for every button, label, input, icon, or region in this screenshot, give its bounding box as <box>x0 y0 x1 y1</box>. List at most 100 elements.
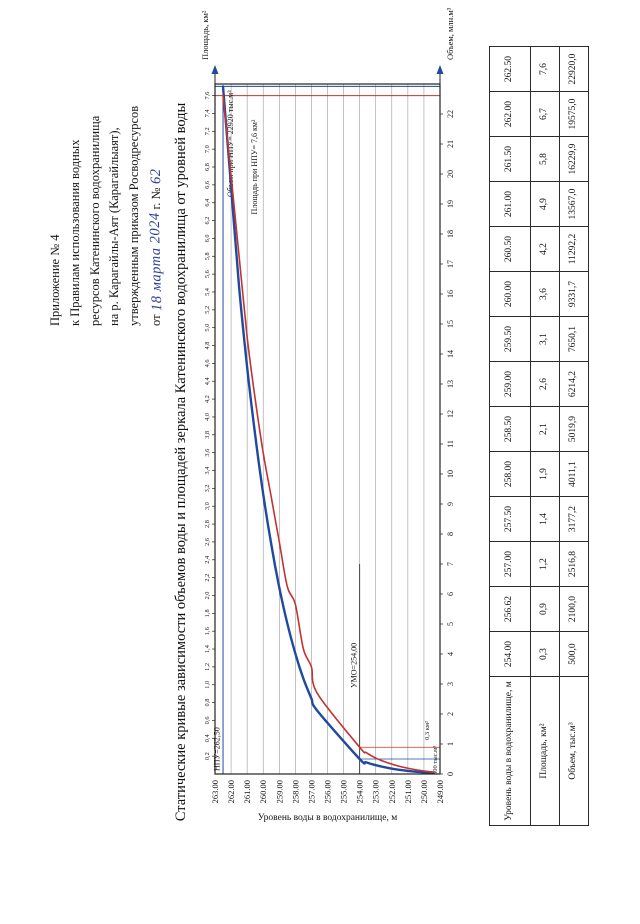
top-tick-label: 4,0 <box>204 413 211 421</box>
top-tick-label: 2,2 <box>204 574 211 582</box>
volume-axis-title: Объем, млн.м³ <box>445 7 455 60</box>
y-tick-label: 251.00 <box>403 780 413 803</box>
bottom-tick-label: 9 <box>446 502 455 506</box>
table-cell: 19575,0 <box>559 91 589 137</box>
table-cell: 2,6 <box>530 361 560 407</box>
table-cell: 262.00 <box>489 91 531 137</box>
top-tick-label: 1,0 <box>204 681 211 689</box>
area-npu-label: Площадь при НПУ= 7,6 км² <box>250 119 259 214</box>
table-row-header: Объем, тыс.м³ <box>559 676 589 826</box>
top-tick-label: 0,4 <box>204 734 211 743</box>
table-cell: 259.50 <box>489 316 531 362</box>
top-tick-label: 3,0 <box>204 502 211 510</box>
table-cell: 7,6 <box>530 46 560 92</box>
table-cell: 13567,0 <box>559 181 589 227</box>
bottom-tick-label: 14 <box>446 350 455 358</box>
bottom-tick-label: 2 <box>446 712 455 716</box>
top-tick-label: 4,4 <box>204 376 211 385</box>
top-tick-label: 6,0 <box>204 234 211 242</box>
table-cell: 4,2 <box>530 226 560 272</box>
top-tick-label: 3,2 <box>204 484 211 492</box>
volume-umo-label: 500 тыс.м³ <box>432 746 439 775</box>
top-tick-label: 0,6 <box>204 717 211 725</box>
top-tick-label: 7,4 <box>204 109 211 118</box>
bottom-tick-label: 15 <box>446 320 455 328</box>
table-cell: 3,6 <box>530 271 560 317</box>
volume-npu-label: Объем при НПУ= 22920 тыс.м³ <box>226 90 235 197</box>
top-tick-label: 1,8 <box>204 609 211 617</box>
bottom-tick-label: 5 <box>446 622 455 626</box>
volume-axis-arrow-icon <box>436 65 444 74</box>
data-table: Уровень воды в водохранилище, м 254.00 256… <box>489 46 589 826</box>
y-tick-label: 257.00 <box>306 780 316 803</box>
top-tick-label: 2,6 <box>204 538 211 546</box>
table-cell: 9331,7 <box>559 271 589 317</box>
y-tick-label: 258.00 <box>290 780 300 803</box>
table-cell: 258.50 <box>489 406 531 452</box>
top-tick-label: 1,6 <box>204 627 211 635</box>
umo-label: УМО=254,00 <box>350 643 359 688</box>
bottom-tick-label: 19 <box>446 200 455 208</box>
table-cell: 11292,2 <box>559 226 589 272</box>
top-tick-label: 5,6 <box>204 270 211 278</box>
top-tick-label: 3,6 <box>204 449 211 457</box>
top-tick-label: 4,8 <box>204 342 211 350</box>
volume-curve <box>221 85 435 775</box>
y-tick-label: 256.00 <box>323 780 333 803</box>
bottom-tick-label: 3 <box>446 682 455 686</box>
table-cell: 22920,0 <box>559 46 589 92</box>
table-cell: 260.00 <box>489 271 531 317</box>
top-tick-label: 2,0 <box>204 592 211 600</box>
top-tick-label: 6,2 <box>204 217 211 225</box>
area-umo-label: 0,3 км² <box>424 721 431 740</box>
bottom-tick-label: 22 <box>446 110 455 118</box>
plot-border <box>214 83 441 775</box>
top-tick-label: 5,4 <box>204 287 211 296</box>
table-cell: 5019,9 <box>559 406 589 452</box>
table-cell: 3,1 <box>530 316 560 362</box>
top-tick-label: 7,6 <box>204 92 211 100</box>
y-tick-label: 249.00 <box>435 780 445 803</box>
top-tick-label: 6,4 <box>204 198 211 207</box>
bottom-tick-label: 10 <box>446 470 455 478</box>
table-cell: 1,9 <box>530 451 560 497</box>
table-row: Объем, тыс.м³ 500,0 2100,0 2516,8 3177,2 4011… <box>559 46 589 826</box>
bottom-tick-label: 12 <box>446 410 455 418</box>
bottom-tick-label: 8 <box>446 532 455 536</box>
bottom-tick-label: 6 <box>446 592 455 596</box>
table-cell: 6214,2 <box>559 361 589 407</box>
table-cell: 256.62 <box>489 586 531 632</box>
table-cell: 6,7 <box>530 91 560 137</box>
top-tick-label: 7,0 <box>204 145 211 153</box>
bottom-tick-label: 1 <box>446 742 455 746</box>
table-cell: 261.00 <box>489 181 531 227</box>
bottom-tick-label: 16 <box>446 290 455 298</box>
bottom-tick-label: 13 <box>446 380 455 388</box>
top-tick-label: 4,6 <box>204 359 211 367</box>
table-row: Уровень воды в водохранилище, м 254.00 256… <box>489 46 531 826</box>
bottom-tick-label: 11 <box>446 440 455 448</box>
bottom-tick-label: 0 <box>446 772 455 776</box>
y-tick-label: 255.00 <box>339 780 349 803</box>
table-cell: 1,2 <box>530 541 560 587</box>
y-tick-label: 263.00 <box>210 780 220 803</box>
table-cell: 16229,9 <box>559 136 589 182</box>
bottom-tick-label: 20 <box>446 170 455 178</box>
top-tick-label: 0,8 <box>204 699 211 707</box>
y-tick-label: 260.00 <box>258 780 268 803</box>
y-tick-label: 253.00 <box>371 780 381 803</box>
table-cell: 254.00 <box>489 631 531 677</box>
top-tick-label: 3,4 <box>204 466 211 475</box>
y-tick-label: 259.00 <box>274 780 284 803</box>
top-tick-label: 7,2 <box>204 127 211 135</box>
top-tick-label: 1,4 <box>204 644 211 653</box>
y-tick-label: 252.00 <box>387 780 397 803</box>
top-tick-label: 4,2 <box>204 395 211 403</box>
table-cell: 3177,2 <box>559 496 589 542</box>
table-cell: 2100,0 <box>559 586 589 632</box>
table-cell: 4,9 <box>530 181 560 227</box>
table-cell: 257.00 <box>489 541 531 587</box>
top-tick-label: 2,4 <box>204 555 211 564</box>
bottom-tick-label: 4 <box>446 652 455 656</box>
